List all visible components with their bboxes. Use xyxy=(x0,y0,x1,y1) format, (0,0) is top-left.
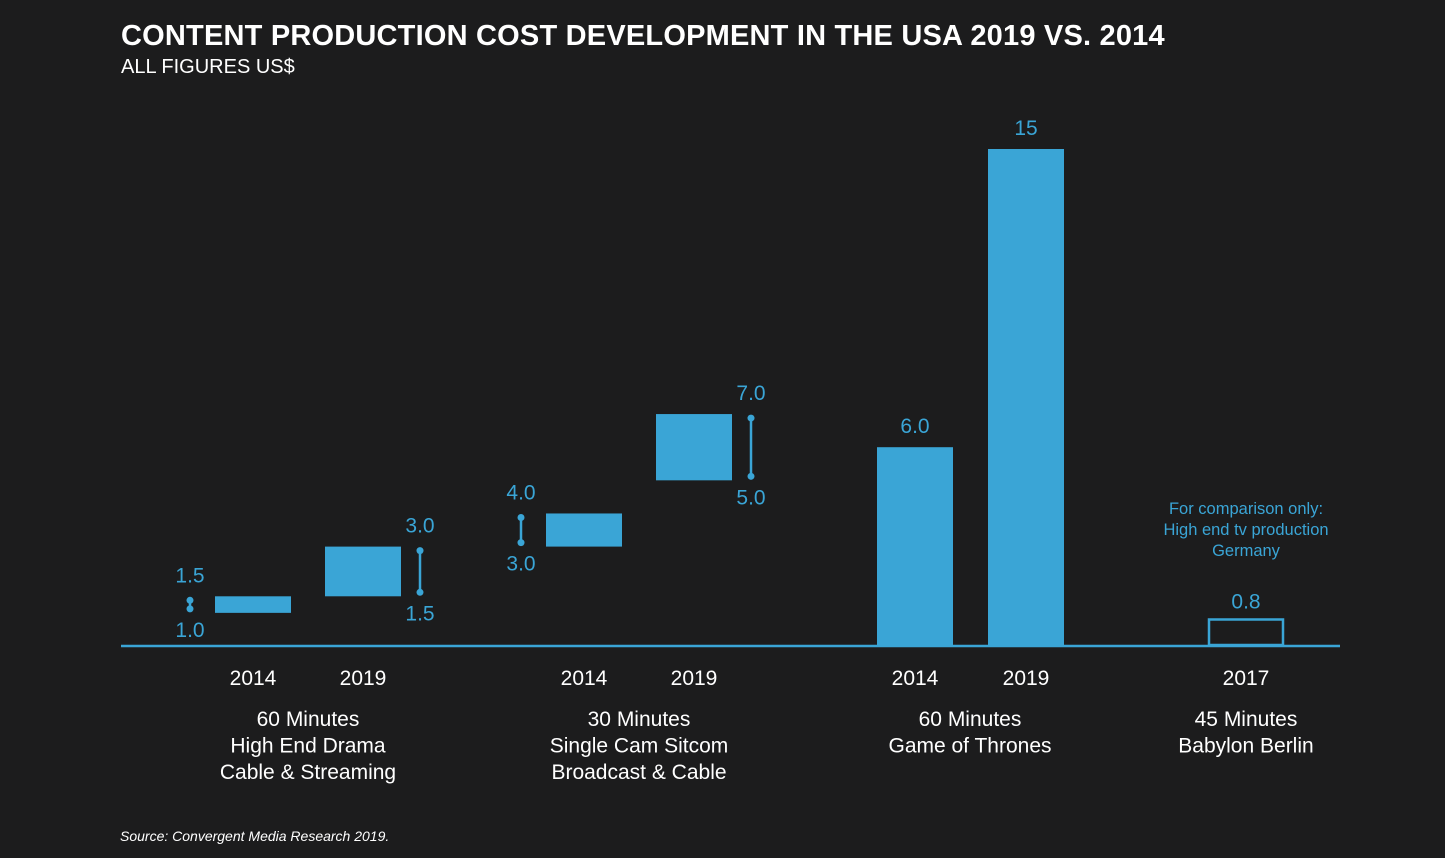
value-label-low-1-1: 5.0 xyxy=(736,486,765,509)
range-marker-1-0-bottom-dot xyxy=(517,539,525,547)
chart-title: CONTENT PRODUCTION COST DEVELOPMENT IN T… xyxy=(121,20,1165,52)
group-label-1-2: Broadcast & Cable xyxy=(551,761,726,784)
group-label-2-0: 60 Minutes xyxy=(919,708,1022,731)
range-bar-1-1 xyxy=(656,414,732,481)
outline-bar-3-0 xyxy=(1207,618,1285,647)
group-label-3-0: 45 Minutes xyxy=(1195,708,1298,731)
year-label-0-1: 2019 xyxy=(340,667,387,690)
group-label-0-2: Cable & Streaming xyxy=(220,761,396,784)
value-label-high-1-1: 7.0 xyxy=(736,382,765,405)
group-label-1-0: 30 Minutes xyxy=(588,708,691,731)
range-marker-0-0-bottom-dot xyxy=(186,605,194,613)
value-label-low-1-0: 3.0 xyxy=(506,553,535,576)
value-label-high-1-0: 4.0 xyxy=(506,481,535,504)
range-marker-1-0-top-dot xyxy=(517,513,525,521)
year-label-0-0: 2014 xyxy=(230,667,277,690)
comparison-note-1: High end tv production xyxy=(1163,521,1328,539)
value-bar-2-1 xyxy=(988,149,1064,646)
value-label-high-0-0: 1.5 xyxy=(175,564,204,587)
year-label-2-0: 2014 xyxy=(892,667,939,690)
chart-subtitle: ALL FIGURES US$ xyxy=(121,56,295,78)
range-marker-0-1-bottom-dot xyxy=(416,588,424,596)
range-marker-0-0-top-dot xyxy=(186,596,194,604)
group-label-2-1: Game of Thrones xyxy=(888,735,1051,758)
range-marker-1-1-top-dot xyxy=(747,414,755,422)
group-label-0-0: 60 Minutes xyxy=(257,708,360,731)
year-label-1-0: 2014 xyxy=(561,667,608,690)
value-label-2-1: 15 xyxy=(1014,117,1037,140)
group-label-0-1: High End Drama xyxy=(230,735,386,758)
range-bar-1-0 xyxy=(546,513,622,547)
comparison-note-2: Germany xyxy=(1212,542,1281,560)
group-label-1-1: Single Cam Sitcom xyxy=(550,735,729,758)
range-marker-0-1-top-dot xyxy=(416,547,424,555)
year-label-2-1: 2019 xyxy=(1003,667,1050,690)
range-bar-0-1 xyxy=(325,546,401,597)
value-bar-2-0 xyxy=(877,447,953,646)
value-label-low-0-0: 1.0 xyxy=(175,619,204,642)
value-label-3-0: 0.8 xyxy=(1231,590,1260,613)
value-label-high-0-1: 3.0 xyxy=(405,515,434,538)
source-note: Source: Convergent Media Research 2019. xyxy=(120,828,390,844)
comparison-note-0: For comparison only: xyxy=(1169,500,1323,518)
year-label-1-1: 2019 xyxy=(671,667,718,690)
value-label-2-0: 6.0 xyxy=(900,415,929,438)
range-marker-1-1-bottom-dot xyxy=(747,472,755,480)
group-label-3-1: Babylon Berlin xyxy=(1178,735,1313,758)
range-bar-0-0 xyxy=(215,596,291,613)
year-label-3-0: 2017 xyxy=(1223,667,1270,690)
value-label-low-0-1: 1.5 xyxy=(405,602,434,625)
